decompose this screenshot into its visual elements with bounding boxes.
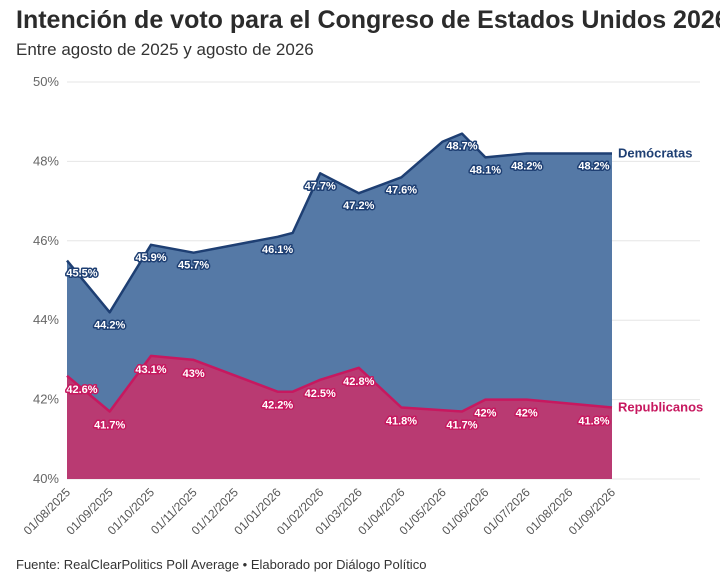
y-tick-label: 50% <box>33 74 59 89</box>
rep-line <box>66 354 613 413</box>
rep-data-label: 41.7% <box>446 420 477 432</box>
dem-data-label: 45.9% <box>135 252 166 264</box>
rep-data-label: 42.8% <box>343 376 374 388</box>
rep-series-label: Republicanos <box>618 400 703 415</box>
page-title: Intención de voto para el Congreso de Es… <box>16 6 720 34</box>
rep-data-label: 42.6% <box>66 384 97 396</box>
dem-data-label: 47.7% <box>305 180 336 192</box>
rep-data-label: 41.8% <box>578 416 609 428</box>
dem-data-label: 48.1% <box>470 164 501 176</box>
y-tick-label: 40% <box>33 471 59 486</box>
dem-data-label: 46.1% <box>262 244 293 256</box>
dem-data-label: 45.7% <box>178 260 209 272</box>
series-labels: Demócratas Republicanos <box>618 145 703 414</box>
x-tick-label: 01/09/2026 <box>566 485 619 538</box>
rep-data-label: 42.5% <box>305 388 336 400</box>
chart-areas <box>67 133 612 479</box>
dem-series-label: Demócratas <box>618 145 692 160</box>
rep-data-label: 42% <box>516 408 538 420</box>
dem-line <box>66 132 612 314</box>
page-subtitle: Entre agosto de 2025 y agosto de 2026 <box>16 40 314 59</box>
data-labels: 45.5% 44.2% 45.9% 45.7% 46.1% 47.7% 47.2% 47.6%… <box>65 139 611 433</box>
rep-area <box>67 355 612 479</box>
dem-data-label: 48.2% <box>578 160 609 172</box>
dem-data-label: 47.6% <box>386 184 417 196</box>
rep-data-label: 41.7% <box>94 420 125 432</box>
dem-data-label: 44.2% <box>94 319 125 331</box>
x-axis: 01/08/202501/09/202501/10/202501/11/2025… <box>21 485 619 538</box>
dem-data-label: 48.7% <box>446 141 477 153</box>
rep-data-label: 43% <box>183 368 205 380</box>
y-tick-label: 44% <box>33 312 59 327</box>
dem-data-label: 47.2% <box>343 200 374 212</box>
y-axis: 40% 42% 44% 46% 48% 50% <box>33 74 59 486</box>
y-tick-label: 46% <box>33 233 59 248</box>
chart-lines <box>66 132 613 413</box>
rep-data-label: 42% <box>474 408 496 420</box>
source-note: Fuente: RealClearPolitics Poll Average •… <box>16 557 427 572</box>
rep-data-label: 41.8% <box>386 416 417 428</box>
y-tick-label: 48% <box>33 153 59 168</box>
dem-data-label: 45.5% <box>66 268 97 280</box>
rep-data-label: 42.2% <box>262 400 293 412</box>
rep-data-label: 43.1% <box>135 364 166 376</box>
y-tick-label: 42% <box>33 392 59 407</box>
dem-data-label: 48.2% <box>511 160 542 172</box>
